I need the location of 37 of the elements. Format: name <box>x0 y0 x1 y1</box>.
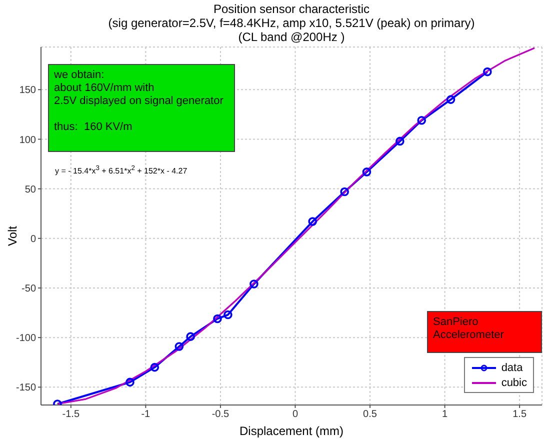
y-tick-label: 100 <box>19 134 36 146</box>
y-tick-label: 150 <box>19 85 36 96</box>
point <box>362 168 372 176</box>
x-tick-label: -0.5 <box>212 409 230 420</box>
chart-title: Position sensor characteristic <box>212 2 371 16</box>
point <box>174 342 184 351</box>
legend-label: data <box>501 362 523 374</box>
y-tick-label: -100 <box>16 333 36 344</box>
note-box: we obtain: about 160V/mm with 2.5V displayed on signal generator thus: 160 KV/m <box>48 64 235 152</box>
y-axis-title: Volt <box>5 225 20 246</box>
point <box>308 217 317 226</box>
point <box>483 67 492 76</box>
x-tick-label: 1.5 <box>512 409 527 420</box>
annotation: y = - 15.4*x$^{3}$ + 6.51*x$^{2}$ + 152*x - 4.27 <box>55 165 188 176</box>
point <box>224 310 232 320</box>
point <box>126 378 134 387</box>
point <box>446 95 456 104</box>
x-tick-label: 1 <box>442 409 448 420</box>
y-tick-label: 0 <box>30 234 36 245</box>
point <box>186 332 195 341</box>
x-tick-label: -1 <box>141 409 151 420</box>
x-tick-label: -1.5 <box>62 409 80 420</box>
point <box>150 362 160 372</box>
point <box>396 136 404 146</box>
point <box>250 280 258 288</box>
y-tick-label: -50 <box>22 284 36 295</box>
legend-label: cubic <box>501 376 527 388</box>
point <box>417 116 426 125</box>
x-tick-label: 0.5 <box>363 409 378 420</box>
y-tick-label: -150 <box>16 382 36 394</box>
y-tick-label: 50 <box>24 184 36 196</box>
point <box>213 314 222 324</box>
chart-subtitle: (sig generator=2.5V, f=48.4KHz, amp x10, 5.521V (peak) on primary) (CL band @200Hz ) <box>107 16 476 44</box>
note-box: SanPiero Accelerometer <box>427 311 542 353</box>
point <box>340 187 349 196</box>
x-tick-label: 0 <box>292 409 298 420</box>
x-axis-title: Displacement (mm) <box>239 424 344 438</box>
